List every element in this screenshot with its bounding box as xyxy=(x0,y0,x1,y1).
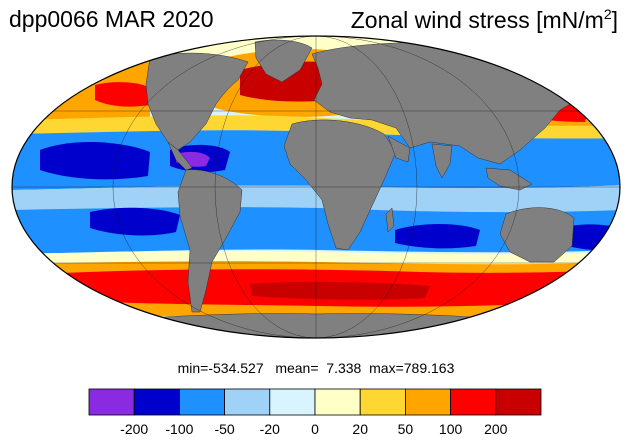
colorbar-box xyxy=(314,388,361,416)
land-australia xyxy=(499,207,575,263)
colorbar-box xyxy=(269,388,316,416)
stress-band-southern-westerlies-max xyxy=(250,281,430,300)
mean-label: mean= xyxy=(275,360,319,376)
stress-band-north-pacific-core xyxy=(95,82,150,107)
colorbar-box xyxy=(359,388,406,416)
land-arabia xyxy=(387,135,411,163)
colorbar-box xyxy=(404,388,451,416)
colorbar-box xyxy=(450,388,497,416)
min-value: -534.527 xyxy=(208,360,264,376)
plot-title-right: Zonal wind stress [mN/m2] xyxy=(351,6,618,34)
colorbar-tick-label: 100 xyxy=(439,421,463,437)
colorbar-tick-label: -20 xyxy=(260,421,280,437)
stress-band-trades-north-core xyxy=(40,141,150,180)
land-north-america xyxy=(145,52,249,151)
land-southeast-asia xyxy=(485,167,533,191)
land-south-america xyxy=(177,169,243,313)
colorbar-box xyxy=(178,388,225,416)
stress-band-trades-south-indian-core xyxy=(395,224,480,249)
min-label: min= xyxy=(177,360,209,376)
max-label: max= xyxy=(369,360,404,376)
plot-title-left: dpp0066 MAR 2020 xyxy=(9,6,214,32)
colorbar-tick-label: -50 xyxy=(214,421,234,437)
colorbar-tick-label: 0 xyxy=(311,421,319,437)
colorbar-tick-label: 50 xyxy=(398,421,414,437)
mean-value: 7.338 xyxy=(326,360,362,376)
max-value: 789.163 xyxy=(403,360,455,376)
colorbar-box xyxy=(224,388,271,416)
colorbar-tick-label: -100 xyxy=(165,421,193,437)
colorbar-box xyxy=(133,388,180,416)
stats-line: min=-534.527 mean= 7.338 max=789.163 xyxy=(0,360,632,376)
land-india xyxy=(431,143,453,179)
unit-exponent: 2 xyxy=(603,6,612,22)
unit-bracket: ] xyxy=(611,7,618,33)
map-border xyxy=(11,35,621,339)
colorbar-tick-label: 200 xyxy=(484,421,508,437)
land-madagascar xyxy=(385,207,395,233)
colorbar-box xyxy=(495,388,542,416)
variable-label: Zonal wind stress [mN/m xyxy=(350,7,604,33)
stress-band-trades-south-pacific-core xyxy=(90,207,180,236)
colorbar-tick-label: -200 xyxy=(120,421,148,437)
land-central-america xyxy=(167,141,193,171)
colorbar-tick-label: 20 xyxy=(352,421,368,437)
land-africa xyxy=(283,119,397,251)
colorbar-box xyxy=(88,388,135,416)
graticule xyxy=(12,36,620,338)
